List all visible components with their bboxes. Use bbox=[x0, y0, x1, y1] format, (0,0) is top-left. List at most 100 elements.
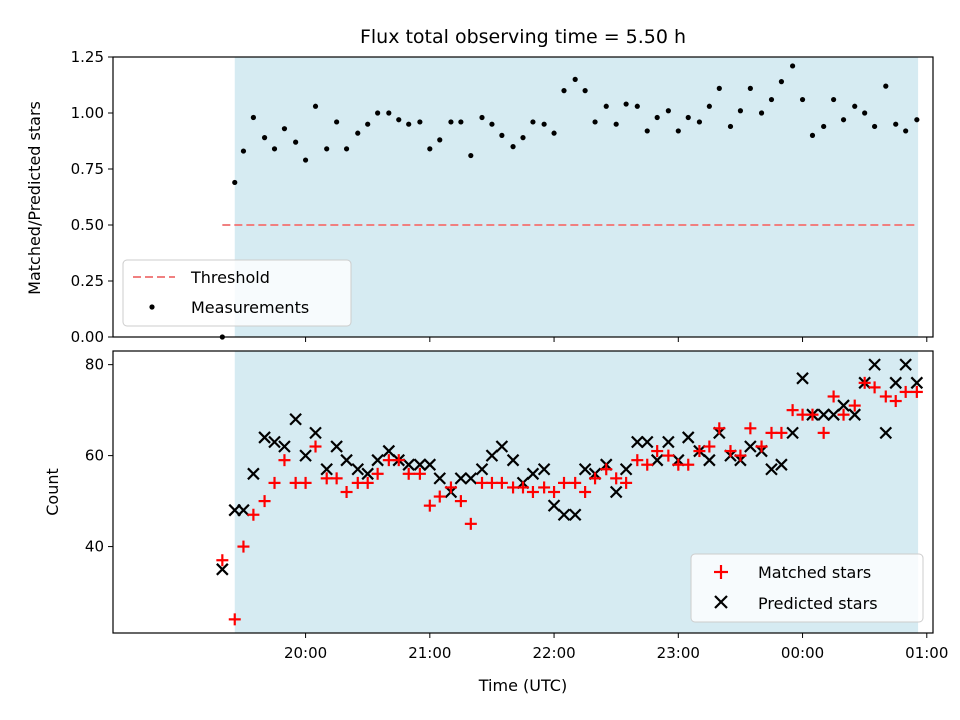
predicted-stars-point bbox=[475, 462, 489, 476]
predicted-stars-point bbox=[619, 462, 633, 476]
predicted-stars-point bbox=[578, 462, 592, 476]
measurement-point bbox=[281, 126, 288, 132]
predicted-stars-point bbox=[547, 499, 561, 512]
predicted-stars-point bbox=[526, 467, 540, 481]
matched-stars-point bbox=[464, 517, 477, 530]
measurement-point bbox=[240, 148, 247, 154]
count-y-ticks: 40 60 80 bbox=[85, 356, 113, 556]
matched-stars-point bbox=[433, 490, 446, 503]
measurement-point bbox=[232, 179, 238, 186]
x-tick-label: 23:00 bbox=[657, 644, 700, 662]
predicted-stars-point bbox=[258, 431, 271, 444]
legend-threshold-label: Threshold bbox=[190, 268, 270, 287]
x-tick-label: 21:00 bbox=[408, 644, 451, 662]
measurement-point bbox=[520, 135, 526, 141]
measurement-point bbox=[489, 121, 495, 127]
predicted-stars-point bbox=[609, 485, 623, 499]
predicted-stars-point bbox=[423, 458, 437, 471]
chart-title: Flux total observing time = 5.50 h bbox=[360, 26, 686, 48]
matched-stars-point bbox=[755, 440, 768, 453]
measurement-point bbox=[903, 128, 909, 134]
measurement-point bbox=[914, 117, 920, 123]
predicted-stars-point bbox=[216, 563, 229, 576]
matched-stars-point bbox=[495, 476, 508, 489]
measurement-point bbox=[427, 146, 433, 152]
predicted-stars-point bbox=[289, 412, 302, 426]
measurement-point bbox=[324, 146, 330, 152]
matched-stars-point bbox=[910, 385, 923, 398]
x-axis-label: Time (UTC) bbox=[478, 676, 567, 695]
legend-matched-label: Matched stars bbox=[758, 563, 871, 582]
measurement-point bbox=[417, 119, 423, 125]
predicted-stars-point bbox=[237, 503, 250, 517]
predicted-stars-point bbox=[640, 435, 654, 449]
predicted-stars-point bbox=[320, 462, 333, 476]
measurement-point bbox=[293, 139, 299, 145]
matched-stars-point bbox=[651, 445, 664, 458]
measurement-point bbox=[737, 108, 744, 114]
measurement-point bbox=[675, 128, 681, 134]
matched-stars-point bbox=[569, 476, 582, 489]
matched-stars-point bbox=[858, 376, 871, 389]
measurement-point bbox=[654, 114, 660, 121]
measurement-point bbox=[396, 117, 402, 123]
matched-stars-point bbox=[806, 408, 819, 421]
predicted-stars-point bbox=[361, 467, 374, 481]
predicted-stars-point bbox=[371, 453, 384, 467]
measurement-point bbox=[541, 121, 547, 127]
measurement-point bbox=[685, 114, 691, 121]
measurement-point bbox=[872, 123, 878, 130]
predicted-stars-point bbox=[433, 472, 447, 485]
predicted-stars-point bbox=[662, 435, 675, 449]
measurement-point bbox=[271, 146, 278, 152]
measurement-point bbox=[510, 144, 516, 150]
count-legend: Matched stars Predicted stars bbox=[690, 553, 924, 623]
measurement-point bbox=[623, 101, 629, 107]
predicted-stars-point bbox=[631, 435, 644, 449]
predicted-stars-point bbox=[330, 440, 343, 453]
count-y-tick-label: 60 bbox=[85, 447, 104, 465]
x-tick-label: 00:00 bbox=[781, 644, 824, 662]
measurement-point bbox=[603, 103, 609, 109]
matched-stars-point bbox=[361, 476, 374, 489]
measurement-point bbox=[790, 63, 796, 69]
ratio-marks bbox=[219, 63, 920, 340]
matched-stars-point bbox=[216, 554, 229, 567]
predicted-stars-point bbox=[568, 508, 582, 522]
count-axes: 40 60 80 20:00 21:00 22:00 23:00 00:00 01:00 Ti… bbox=[43, 350, 948, 695]
matched-stars-point bbox=[299, 476, 312, 489]
predicted-stars-point bbox=[268, 435, 281, 449]
matched-stars-point bbox=[868, 381, 881, 394]
matched-stars-point bbox=[402, 467, 415, 480]
matched-stars-point bbox=[237, 540, 250, 553]
legend-measurements-swatch bbox=[149, 304, 155, 310]
measurement-point bbox=[821, 123, 827, 130]
predicted-stars-point bbox=[340, 453, 353, 467]
ratio-axes: 0.00 0.25 0.50 0.75 1.00 1.25 Flux total obse… bbox=[25, 26, 934, 346]
ratio-legend: Threshold Measurements bbox=[122, 259, 352, 327]
ratio-x-ticks bbox=[305, 337, 928, 342]
predicted-stars-point bbox=[837, 399, 850, 412]
measurement-point bbox=[343, 146, 350, 152]
legend-measurements-label: Measurements bbox=[191, 298, 309, 317]
predicted-stars-point bbox=[848, 408, 862, 421]
matched-stars-point bbox=[693, 445, 706, 458]
measurement-point bbox=[840, 117, 847, 123]
measurement-point bbox=[665, 108, 671, 114]
measurement-point bbox=[831, 96, 837, 103]
ratio-y-axis-label: Matched/Predicted stars bbox=[25, 101, 44, 295]
measurement-point bbox=[312, 103, 319, 109]
matched-stars-point bbox=[899, 385, 912, 398]
matched-stars-point bbox=[620, 476, 633, 489]
predicted-stars-point bbox=[247, 467, 260, 481]
measurement-point bbox=[696, 119, 703, 125]
ratio-y-tick-label: 0.75 bbox=[71, 160, 104, 178]
matched-stars-point bbox=[879, 390, 892, 403]
predicted-stars-point bbox=[402, 458, 415, 471]
matched-stars-point bbox=[247, 508, 260, 521]
predicted-stars-point bbox=[796, 372, 809, 385]
measurement-point bbox=[883, 83, 889, 89]
matched-stars-point bbox=[278, 454, 291, 467]
x-tick-label: 22:00 bbox=[532, 644, 575, 662]
